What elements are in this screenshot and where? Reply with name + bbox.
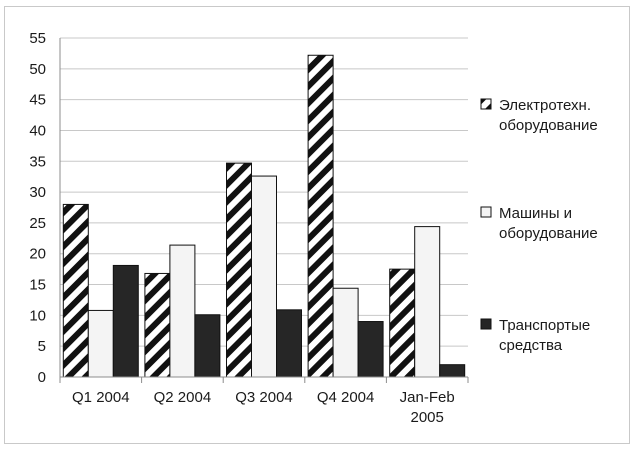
y-tick-label: 45 xyxy=(29,92,46,109)
y-tick-label: 30 xyxy=(29,184,46,201)
x-tick-label: Q3 2004 xyxy=(235,389,293,406)
bar-series-2 xyxy=(251,175,277,378)
x-tick-label: Jan-Feb 2005 xyxy=(400,389,455,426)
bar-series-1 xyxy=(389,268,416,378)
bar-series-1 xyxy=(144,272,171,378)
y-tick-label: 40 xyxy=(29,122,46,139)
y-tick-label: 0 xyxy=(38,369,46,386)
bar-series-3 xyxy=(357,321,384,378)
y-tick-label: 50 xyxy=(29,61,46,78)
y-tick-label: 55 xyxy=(29,30,46,47)
y-tick-label: 35 xyxy=(29,153,46,170)
x-tick-label: Q2 2004 xyxy=(154,389,212,406)
y-tick-label: 25 xyxy=(29,215,46,232)
bars xyxy=(62,54,466,378)
legend-label-1: Электротехн. оборудование xyxy=(499,97,598,134)
bar-series-3 xyxy=(112,264,139,378)
bar-series-1 xyxy=(62,203,89,378)
bar-series-2 xyxy=(414,226,441,378)
legend-label-2: Машины и оборудование xyxy=(499,205,598,242)
bar-series-3 xyxy=(276,309,302,378)
bar-series-1 xyxy=(226,162,252,378)
legend-swatch-1 xyxy=(480,98,492,110)
legend-label-3: Транспортые средства xyxy=(499,317,590,354)
axes: 0 5 10 15 20 25 30 35 40 45 50 55 Q1 2004 Q2 2004 Q3 2… xyxy=(29,30,469,426)
bar-series-2 xyxy=(87,309,114,378)
bar-series-2 xyxy=(332,287,359,378)
bar-series-3 xyxy=(194,314,221,378)
bar-series-2 xyxy=(169,244,196,378)
legend-swatch-2 xyxy=(480,206,492,218)
bar-series-1 xyxy=(307,54,334,378)
x-tick-label: Q1 2004 xyxy=(72,389,130,406)
y-tick-label: 20 xyxy=(29,246,46,263)
x-tick-label: Q4 2004 xyxy=(317,389,375,406)
y-tick-label: 15 xyxy=(29,277,46,294)
y-tick-label: 10 xyxy=(29,307,46,324)
bar-series-3 xyxy=(439,364,466,378)
y-tick-label: 5 xyxy=(38,338,46,355)
legend-swatch-3 xyxy=(480,318,492,330)
legend: Электротехн. оборудование Машины и оборудов… xyxy=(480,97,598,354)
